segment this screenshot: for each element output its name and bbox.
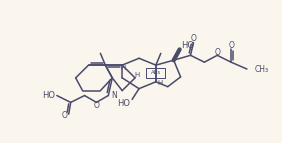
Text: HO: HO [42,91,55,100]
Text: HO: HO [182,41,195,50]
Text: H: H [135,72,140,78]
Text: O: O [228,41,234,50]
Text: N: N [111,91,117,100]
Text: H: H [120,65,126,71]
Text: H: H [157,80,162,86]
Text: O: O [191,34,197,43]
Text: Abs: Abs [151,70,161,76]
FancyBboxPatch shape [146,68,165,78]
Text: CH₃: CH₃ [255,64,269,74]
Text: O: O [62,111,68,120]
Text: O: O [214,48,220,57]
Text: HO: HO [117,99,130,108]
Text: O: O [94,101,99,110]
